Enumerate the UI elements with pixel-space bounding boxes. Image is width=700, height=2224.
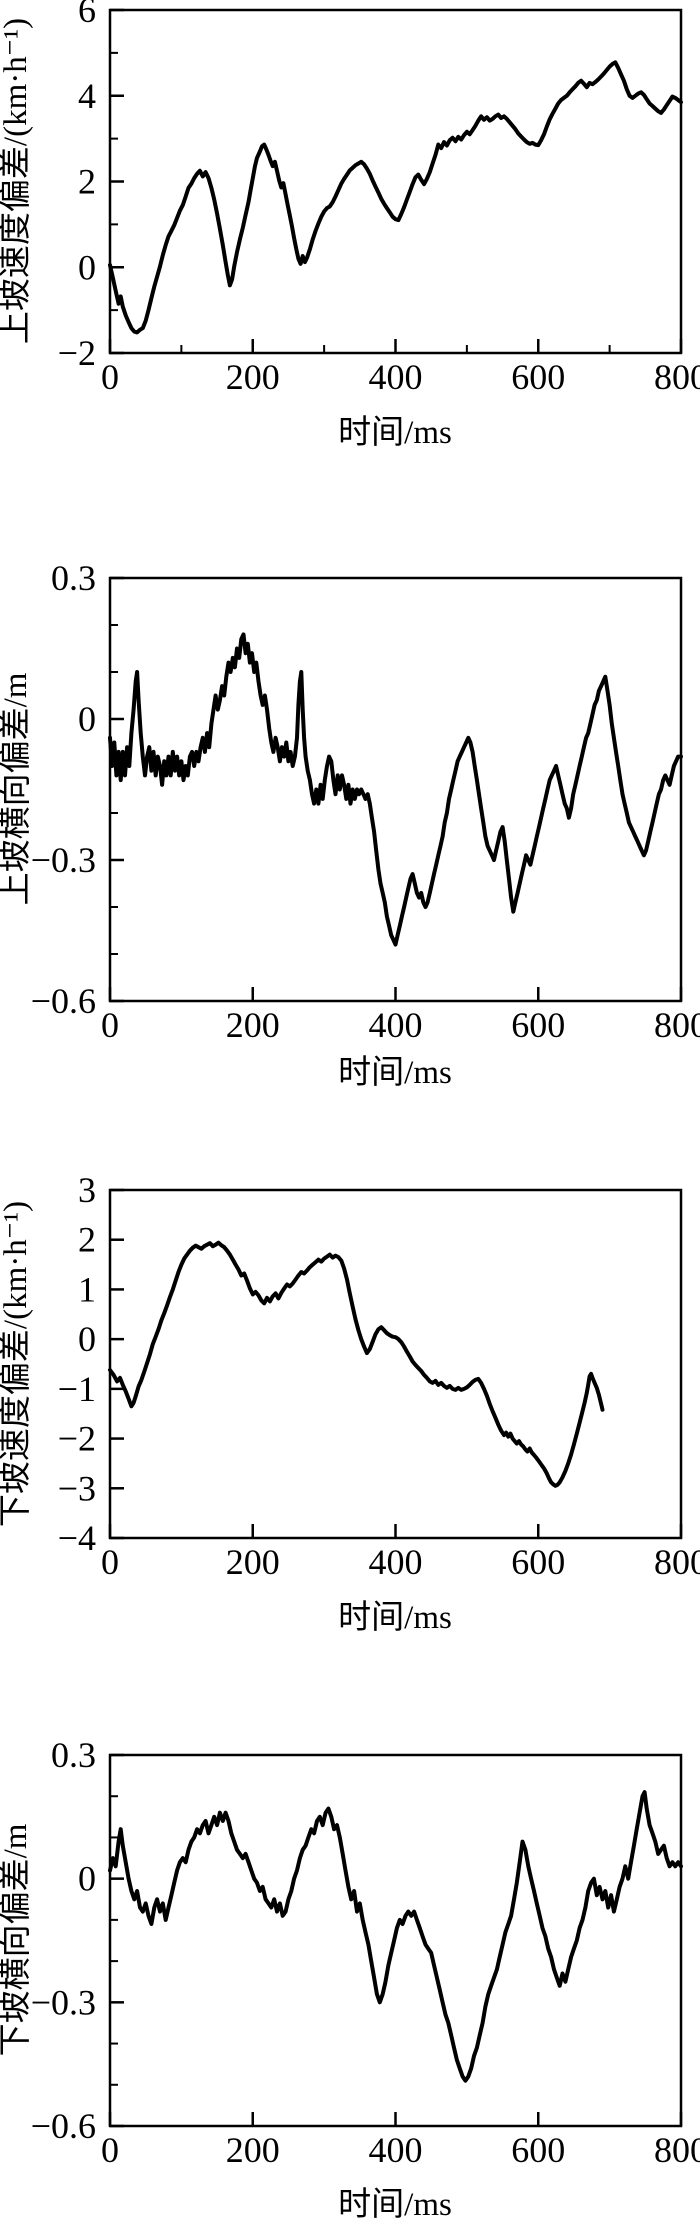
y-tick-label: −0.6	[31, 2106, 96, 2146]
y-tick-label: 4	[78, 76, 96, 116]
y-axis-title: 上坡速度偏差/(km·h⁻¹)	[0, 18, 34, 344]
y-tick-label: −1	[58, 1369, 96, 1409]
x-tick-label: 200	[226, 1542, 280, 1582]
y-tick-label: −4	[58, 1518, 96, 1558]
x-axis-title: 时间/ms	[338, 2187, 452, 2223]
x-tick-label: 800	[654, 1542, 700, 1582]
y-tick-label: −0.6	[31, 981, 96, 1021]
data-line	[108, 1790, 683, 2083]
y-tick-label: −3	[58, 1468, 96, 1508]
x-tick-label: 200	[226, 1005, 280, 1045]
x-tick-label: 400	[369, 1542, 423, 1582]
x-tick-label: 800	[654, 357, 700, 397]
x-tick-label: 200	[226, 2130, 280, 2170]
y-tick-label: 2	[78, 162, 96, 202]
y-tick-label: −0.3	[31, 1982, 96, 2022]
y-tick-label: 0	[78, 1319, 96, 1359]
y-tick-label: 0	[78, 699, 96, 739]
y-axis-title: 上坡横向偏差/m	[0, 672, 34, 905]
x-tick-label: 800	[654, 1005, 700, 1045]
x-tick-label: 600	[511, 1542, 565, 1582]
y-tick-label: 1	[78, 1269, 96, 1309]
y-tick-label: −2	[58, 1419, 96, 1459]
y-tick-label: −0.3	[31, 840, 96, 880]
data-line	[108, 632, 683, 947]
x-tick-label: 400	[369, 2130, 423, 2170]
y-tick-label: 0.3	[51, 1735, 96, 1775]
plot-area: 0.30−0.3−0.60 200 400 600 800	[31, 558, 700, 1045]
x-tick-label: 0	[101, 1542, 119, 1582]
x-tick-label: 400	[369, 1005, 423, 1045]
y-tick-label: 0	[78, 1859, 96, 1899]
plot-frame	[108, 1188, 683, 1540]
downhill-lateral-deviation-chart: 0.30−0.3−0.60 200 400 600 800 下坡横向偏差/m 时间/ms	[0, 1668, 700, 2224]
plot-frame	[108, 8, 683, 355]
x-tick-label: 800	[654, 2130, 700, 2170]
x-tick-label: 400	[369, 357, 423, 397]
x-axis-title: 时间/ms	[338, 415, 452, 451]
y-axis-title: 下坡速度偏差/(km·h⁻¹)	[0, 1201, 34, 1527]
y-tick-label: 2	[78, 1220, 96, 1260]
x-tick-label: 600	[511, 2130, 565, 2170]
x-tick-label: 0	[101, 2130, 119, 2170]
x-tick-label: 600	[511, 1005, 565, 1045]
x-axis-title: 时间/ms	[338, 1055, 452, 1091]
x-tick-label: 0	[101, 357, 119, 397]
y-tick-label: 0.3	[51, 558, 96, 598]
x-axis-title: 时间/ms	[338, 1600, 452, 1636]
y-tick-label: 3	[78, 1170, 96, 1210]
plot-area: 0.30−0.3−0.60 200 400 600 800	[31, 1735, 700, 2170]
y-tick-label: 6	[78, 0, 96, 30]
uphill-lateral-deviation-chart: 0.30−0.3−0.60 200 400 600 800 上坡横向偏差/m 时间/ms	[0, 556, 700, 1112]
y-tick-label: −2	[58, 333, 96, 373]
data-line	[108, 60, 683, 335]
x-tick-label: 200	[226, 357, 280, 397]
data-line	[108, 1240, 605, 1488]
y-axis-title: 下坡横向偏差/m	[0, 1823, 34, 2056]
y-tick-label: 0	[78, 247, 96, 287]
x-tick-label: 600	[511, 357, 565, 397]
x-tick-label: 0	[101, 1005, 119, 1045]
